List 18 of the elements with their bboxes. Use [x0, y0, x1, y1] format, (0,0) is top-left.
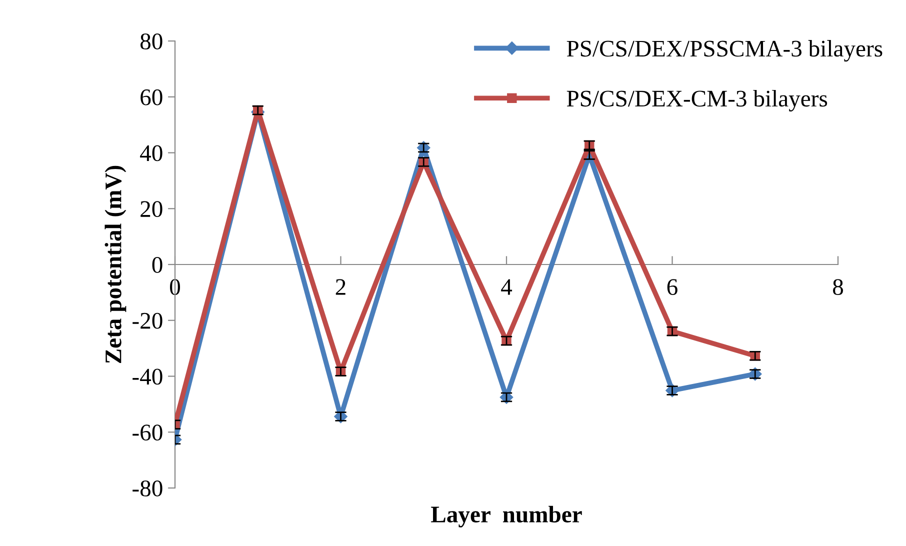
legend-label: PS/CS/DEX-CM-3 bilayers	[566, 90, 828, 112]
y-tick-label: -20	[132, 312, 162, 329]
y-tick-label: -60	[132, 424, 162, 441]
x-tick-label: 2	[336, 279, 346, 295]
x-tick-label: 0	[170, 279, 180, 296]
y-tick-label: 60	[140, 89, 162, 106]
y-tick-label: 40	[140, 145, 162, 162]
x-tick-label: 8	[832, 279, 844, 296]
y-tick-label: 0	[152, 256, 162, 273]
y-tick-label: 80	[140, 33, 162, 50]
y-tick-label: -40	[132, 368, 162, 385]
x-axis-title: Layer number	[431, 506, 582, 528]
x-tick-label: 4	[501, 279, 512, 295]
x-tick-label: 6	[667, 279, 678, 296]
y-tick-label: 20	[140, 201, 162, 218]
legend-label: PS/CS/DEX/PSSCMA-3 bilayers	[566, 40, 882, 62]
y-axis-title: Zeta potential (mV)	[104, 166, 126, 364]
y-tick-label: -80	[132, 480, 162, 496]
